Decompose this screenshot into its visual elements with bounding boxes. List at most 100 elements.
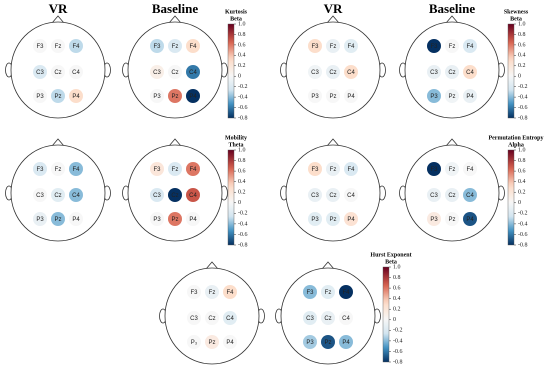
- electrode-label: P4: [347, 217, 355, 223]
- head: F3 Fz F4 C3 Cz C4 P3 Pz P4: [399, 138, 505, 242]
- electrode-label: Pz: [329, 94, 336, 100]
- colorbar-tick-label: -0.6: [238, 232, 248, 238]
- electrode: [150, 65, 164, 79]
- electrode-label: C4: [72, 70, 80, 76]
- nose: [326, 15, 340, 24]
- electrode: [339, 335, 353, 349]
- colorbar-tick-label: -0.8: [238, 242, 248, 248]
- colorbar-title: Mobility: [225, 135, 247, 141]
- head: F3 Fz F4 C3 Cz C4 P3 Pz P4: [122, 15, 228, 119]
- colorbar-tick-label: -0.4: [518, 221, 528, 227]
- colorbar-tick-label: 0.8: [518, 32, 526, 38]
- electrode: [187, 311, 201, 325]
- electrode: [321, 335, 335, 349]
- electrode-label: P3: [311, 217, 319, 223]
- electrode-label: P4: [466, 217, 474, 223]
- electrode: [69, 212, 83, 226]
- electrode: [326, 65, 340, 79]
- colorbar-tick-label: 0.4: [393, 296, 401, 302]
- electrode-label: C3: [190, 316, 198, 322]
- electrode: [445, 65, 459, 79]
- electrode-label: Cz: [54, 70, 61, 76]
- electrode: [187, 285, 201, 299]
- electrode-label: F3: [153, 167, 161, 173]
- electrode-label: C4: [466, 193, 474, 199]
- electrode-label: Fz: [55, 44, 62, 50]
- electrode-label: Fz: [330, 44, 337, 50]
- electrode: [51, 162, 65, 176]
- electrode-label: Fz: [55, 167, 62, 173]
- head: F3 Fz F4 C3 Cz C4 P3 Pz P4: [399, 15, 505, 119]
- colorbar-tick-label: -0.2: [238, 84, 248, 90]
- electrode-label: F3: [430, 44, 438, 50]
- electrode: [445, 89, 459, 103]
- head: F3 Fz F4 C3 Cz C4 P₃ Pz P4: [159, 261, 265, 365]
- electrode: [186, 212, 200, 226]
- colorbar-tick-label: 0: [518, 74, 521, 80]
- electrode-label: Cz: [329, 193, 336, 199]
- colorbar-tick-label: 1.0: [238, 21, 246, 27]
- electrode: [303, 335, 317, 349]
- electrode: [344, 188, 358, 202]
- electrode-label: Cz: [324, 316, 331, 322]
- electrode-label: C3: [306, 316, 314, 322]
- electrode-label: F4: [72, 167, 80, 173]
- electrode-label: F4: [466, 44, 474, 50]
- electrode-label: P3: [311, 94, 319, 100]
- electrode: [186, 65, 200, 79]
- electrode: [326, 89, 340, 103]
- electrode-label: Pz: [171, 217, 178, 223]
- electrode: [150, 212, 164, 226]
- colorbar-title: Hurst Exponent: [370, 252, 411, 258]
- electrode: [69, 89, 83, 103]
- electrode-label: C3: [311, 70, 319, 76]
- electrode: [168, 89, 182, 103]
- colorbar-tick-label: -0.8: [518, 242, 528, 248]
- nose: [445, 138, 459, 147]
- electrode-label: C4: [72, 193, 80, 199]
- electrode-label: P₃: [191, 340, 198, 346]
- electrode-label: P4: [72, 94, 80, 100]
- electrode-label: Cz: [329, 70, 336, 76]
- electrode: [308, 65, 322, 79]
- electrode: [308, 162, 322, 176]
- electrode: [150, 188, 164, 202]
- electrode: [205, 335, 219, 349]
- electrode-label: P3: [306, 340, 314, 346]
- electrode: [303, 311, 317, 325]
- colorbar-tick-label: -0.6: [393, 349, 403, 355]
- electrode: [205, 285, 219, 299]
- colorbar-tick-label: 0.4: [238, 53, 246, 59]
- electrode: [168, 39, 182, 53]
- electrode: [326, 212, 340, 226]
- electrode-label: P4: [72, 217, 80, 223]
- colorbar-tick-label: -0.8: [393, 359, 403, 365]
- electrode: [427, 162, 441, 176]
- nose: [51, 138, 65, 147]
- electrode: [33, 65, 47, 79]
- electrode-label: C4: [226, 316, 234, 322]
- electrode-label: C4: [347, 193, 355, 199]
- electrode-label: C3: [430, 70, 438, 76]
- colorbar-tick-label: 0.6: [393, 285, 401, 291]
- electrode-label: P4: [466, 94, 474, 100]
- electrode-label: C4: [189, 193, 197, 199]
- electrode-label: C3: [36, 70, 44, 76]
- electrode-label: Fz: [209, 290, 216, 296]
- electrode: [186, 162, 200, 176]
- electrode: [308, 89, 322, 103]
- electrode: [445, 212, 459, 226]
- colorbar-tick-label: 0.2: [518, 63, 526, 69]
- electrode: [150, 39, 164, 53]
- colorbar-tick-label: -0.4: [518, 94, 528, 100]
- column-label: Baseline: [429, 1, 475, 16]
- electrode-label: Fz: [449, 167, 456, 173]
- electrode-label: F4: [189, 44, 197, 50]
- electrode: [344, 162, 358, 176]
- electrode-label: C3: [311, 193, 319, 199]
- electrode-label: Cz: [448, 193, 455, 199]
- electrode-label: Fz: [330, 167, 337, 173]
- colorbar-tick-label: 0.8: [238, 158, 246, 164]
- electrode-label: Cz: [54, 193, 61, 199]
